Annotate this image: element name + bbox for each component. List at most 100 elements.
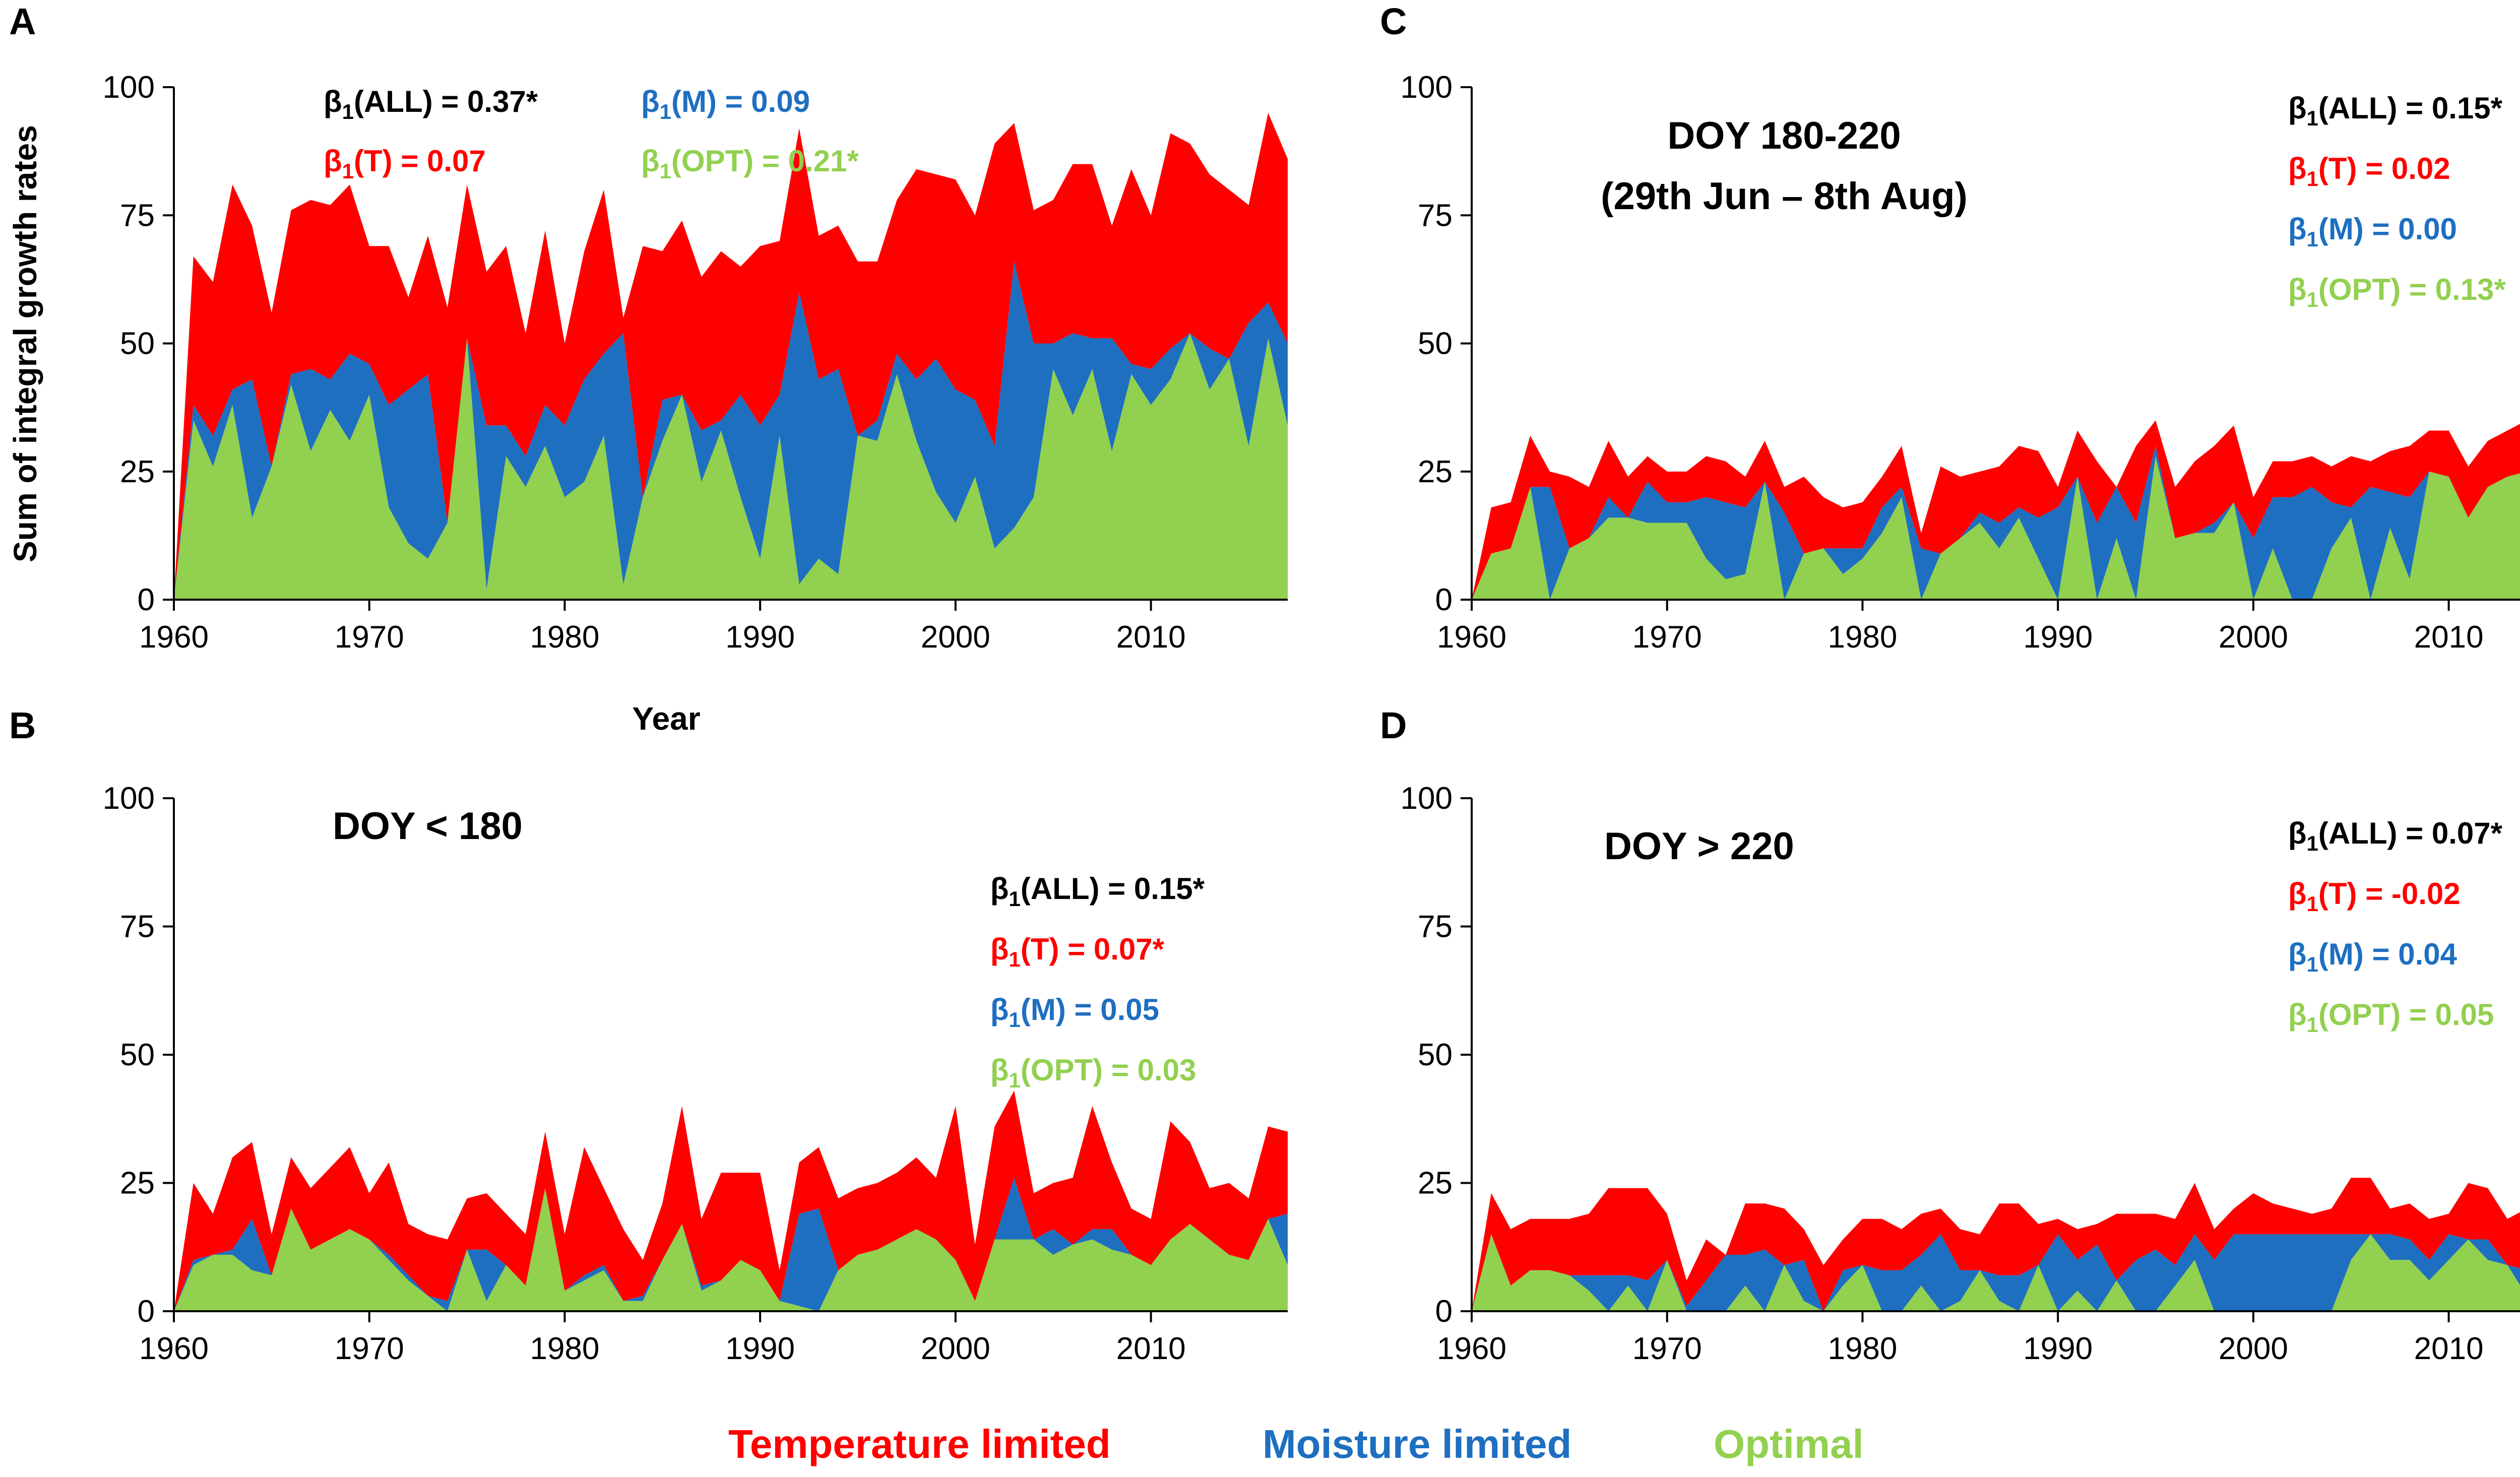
panel-a-x-tick-label: 2010 (1116, 620, 1186, 655)
panel-a-y-tick-label: 0 (138, 583, 155, 617)
panel-c-stat-2: β1(M) = 0.00 (2288, 212, 2457, 251)
panel-a-stat-0: β1(ALL) = 0.37* (324, 85, 538, 123)
panel-c-x-tick-label: 2010 (2414, 620, 2484, 655)
panel-c-x-tick-label: 2000 (2219, 620, 2288, 655)
panel-b-series-moisture-limited (174, 1178, 1288, 1311)
panel-a-stat-3: β1(OPT) = 0.21* (641, 144, 859, 183)
panel-c-series-moisture-limited (1472, 445, 2520, 600)
panel-d-y-tick-label: 0 (1435, 1294, 1453, 1329)
panel-d-stat-1: β1(T) = -0.02 (2288, 877, 2461, 916)
panel-d-x-tick-label: 1970 (1632, 1331, 1702, 1366)
panel-b-y-tick-label: 100 (103, 781, 155, 816)
panel-b-subtitle: DOY < 180 (333, 805, 523, 848)
panel-d-series-temperature-limited (1472, 1178, 2520, 1311)
panel-c-y-tick-label: 75 (1418, 198, 1453, 233)
panel-c-y-tick-label: 100 (1401, 70, 1453, 105)
panel-b-x-tick-label: 2010 (1116, 1331, 1186, 1366)
panel-d-y-tick-label: 25 (1418, 1166, 1453, 1201)
panel-d-series-optimal (1472, 1234, 2520, 1311)
panel-d-stat-0: β1(ALL) = 0.07* (2288, 816, 2503, 855)
panel-d-stat-3: β1(OPT) = 0.05 (2288, 998, 2494, 1037)
panel-c-y-tick-label: 50 (1418, 327, 1453, 361)
panel-b-x-tick-label: 1960 (139, 1331, 209, 1366)
panel-c-series-optimal (1472, 456, 2520, 600)
panel-b-stats: β1(ALL) = 0.15* β1(T) = 0.07* β1(M) = 0.05… (990, 872, 1205, 1092)
panel-b-areas (174, 1090, 1288, 1311)
panel-c-subtitle-dates: (29th Jun – 8th Aug) (1601, 175, 1968, 218)
panel-b-stat-0: β1(ALL) = 0.15* (990, 872, 1205, 911)
panel-c-stats: β1(ALL) = 0.15* β1(T) = 0.02 β1(M) = 0.00 β… (2288, 91, 2506, 311)
panel-c-x-tick-label: 1960 (1437, 620, 1506, 655)
panel-c-stat-1: β1(T) = 0.02 (2288, 152, 2450, 190)
panel-c-areas (1472, 420, 2520, 600)
panel-a-series-optimal (174, 333, 1288, 600)
panel-a-x-tick-label: 1980 (530, 620, 599, 655)
panel-d-x-tick-label: 2010 (2414, 1331, 2484, 1366)
panel-c-letter: C (1380, 1, 1407, 42)
panel-b-y-tick-label: 75 (120, 910, 155, 944)
panel-c: C 0 25 50 75 100 1960 1970 1980 1990 2000 2010 DOY… (1380, 1, 2520, 655)
panel-d-subtitle: DOY > 220 (1604, 825, 1794, 868)
panel-d-x-tick-label: 1960 (1437, 1331, 1506, 1366)
panel-a-y-tick-label: 50 (120, 327, 155, 361)
panel-b-stat-3: β1(OPT) = 0.03 (990, 1053, 1196, 1092)
panel-d-y-tick-label: 50 (1418, 1038, 1453, 1072)
panel-a-x-tick-label: 2000 (921, 620, 990, 655)
legend-optimal: Optimal (1714, 1422, 1864, 1466)
panel-d-stat-2: β1(M) = 0.04 (2288, 937, 2458, 976)
panel-c-subtitle: DOY 180-220 (1667, 114, 1901, 157)
panel-b-x-tick-label: 1980 (530, 1331, 599, 1366)
panel-a-axes: 0 25 50 75 100 1960 1970 1980 1990 2000 2010 (103, 70, 1288, 655)
panel-d-y-tick-label: 75 (1418, 910, 1453, 944)
panel-c-y-tick-label: 25 (1418, 455, 1453, 489)
panel-b-stat-1: β1(T) = 0.07* (990, 932, 1165, 971)
panel-b-y-tick-label: 25 (120, 1166, 155, 1201)
panel-b: B 0 25 50 75 100 1960 1970 1980 1990 2000 2010 DOY… (9, 704, 1288, 1366)
panel-b-y-tick-label: 50 (120, 1038, 155, 1072)
panel-d-x-tick-label: 1990 (2023, 1331, 2093, 1366)
panel-a: A 0 25 50 75 100 1960 1970 1980 1990 2000 2010 β1(… (9, 1, 1288, 655)
panel-d-stats: β1(ALL) = 0.07* β1(T) = -0.02 β1(M) = 0.04… (2288, 816, 2503, 1037)
panel-a-series-moisture-limited (174, 261, 1288, 600)
panel-d-x-tick-label: 1980 (1828, 1331, 1897, 1366)
panel-c-y-tick-label: 0 (1435, 583, 1453, 617)
panel-d-y-tick-label: 100 (1401, 781, 1453, 816)
panel-b-series-temperature-limited (174, 1090, 1288, 1311)
panel-a-stat-2: β1(T) = 0.07 (324, 144, 486, 183)
panel-a-y-tick-label: 75 (120, 198, 155, 233)
panel-c-x-tick-label: 1990 (2023, 620, 2093, 655)
panel-a-series-temperature-limited (174, 112, 1288, 600)
y-axis-title: Sum of integral growth rates (7, 125, 43, 562)
panel-b-x-tick-label: 1970 (335, 1331, 404, 1366)
panel-c-x-tick-label: 1980 (1828, 620, 1897, 655)
panel-b-axes: 0 25 50 75 100 1960 1970 1980 1990 2000 2010 (103, 781, 1288, 1366)
panel-c-x-tick-label: 1970 (1632, 620, 1702, 655)
legend-temperature-limited: Temperature limited (728, 1422, 1111, 1466)
panel-d-areas (1472, 1178, 2520, 1311)
panel-a-areas (174, 112, 1288, 600)
panel-b-series-optimal (174, 1188, 1288, 1311)
panel-c-series-temperature-limited (1472, 420, 2520, 600)
x-axis-title: Year (632, 700, 700, 737)
panel-a-y-tick-label: 25 (120, 455, 155, 489)
panel-a-x-tick-label: 1990 (725, 620, 795, 655)
panel-a-y-tick-label: 100 (103, 70, 155, 105)
panel-d-axes: 0 25 50 75 100 1960 1970 1980 1990 2000 2010 (1401, 781, 2520, 1366)
panel-a-letter: A (9, 1, 36, 42)
panel-b-stat-2: β1(M) = 0.05 (990, 993, 1159, 1032)
panel-d-x-tick-label: 2000 (2219, 1331, 2288, 1366)
panel-b-x-tick-label: 2000 (921, 1331, 990, 1366)
panel-d: D 0 25 50 75 100 1960 1970 1980 1990 2000 2010 DOY… (1380, 704, 2520, 1366)
panel-a-stats: β1(ALL) = 0.37* β1(M) = 0.09 β1(T) = 0.07 β… (324, 85, 859, 183)
panel-b-x-tick-label: 1990 (725, 1331, 795, 1366)
panel-b-letter: B (9, 704, 36, 746)
panel-c-stat-3: β1(OPT) = 0.13* (2288, 273, 2506, 311)
panel-d-letter: D (1380, 704, 1407, 746)
panel-a-x-tick-label: 1970 (335, 620, 404, 655)
panel-d-series-moisture-limited (1472, 1234, 2520, 1311)
legend-moisture-limited: Moisture limited (1263, 1422, 1571, 1466)
legend: Temperature limited Moisture limited Opt… (728, 1422, 1864, 1466)
panel-a-stat-1: β1(M) = 0.09 (641, 85, 810, 123)
panel-c-stat-0: β1(ALL) = 0.15* (2288, 91, 2503, 130)
